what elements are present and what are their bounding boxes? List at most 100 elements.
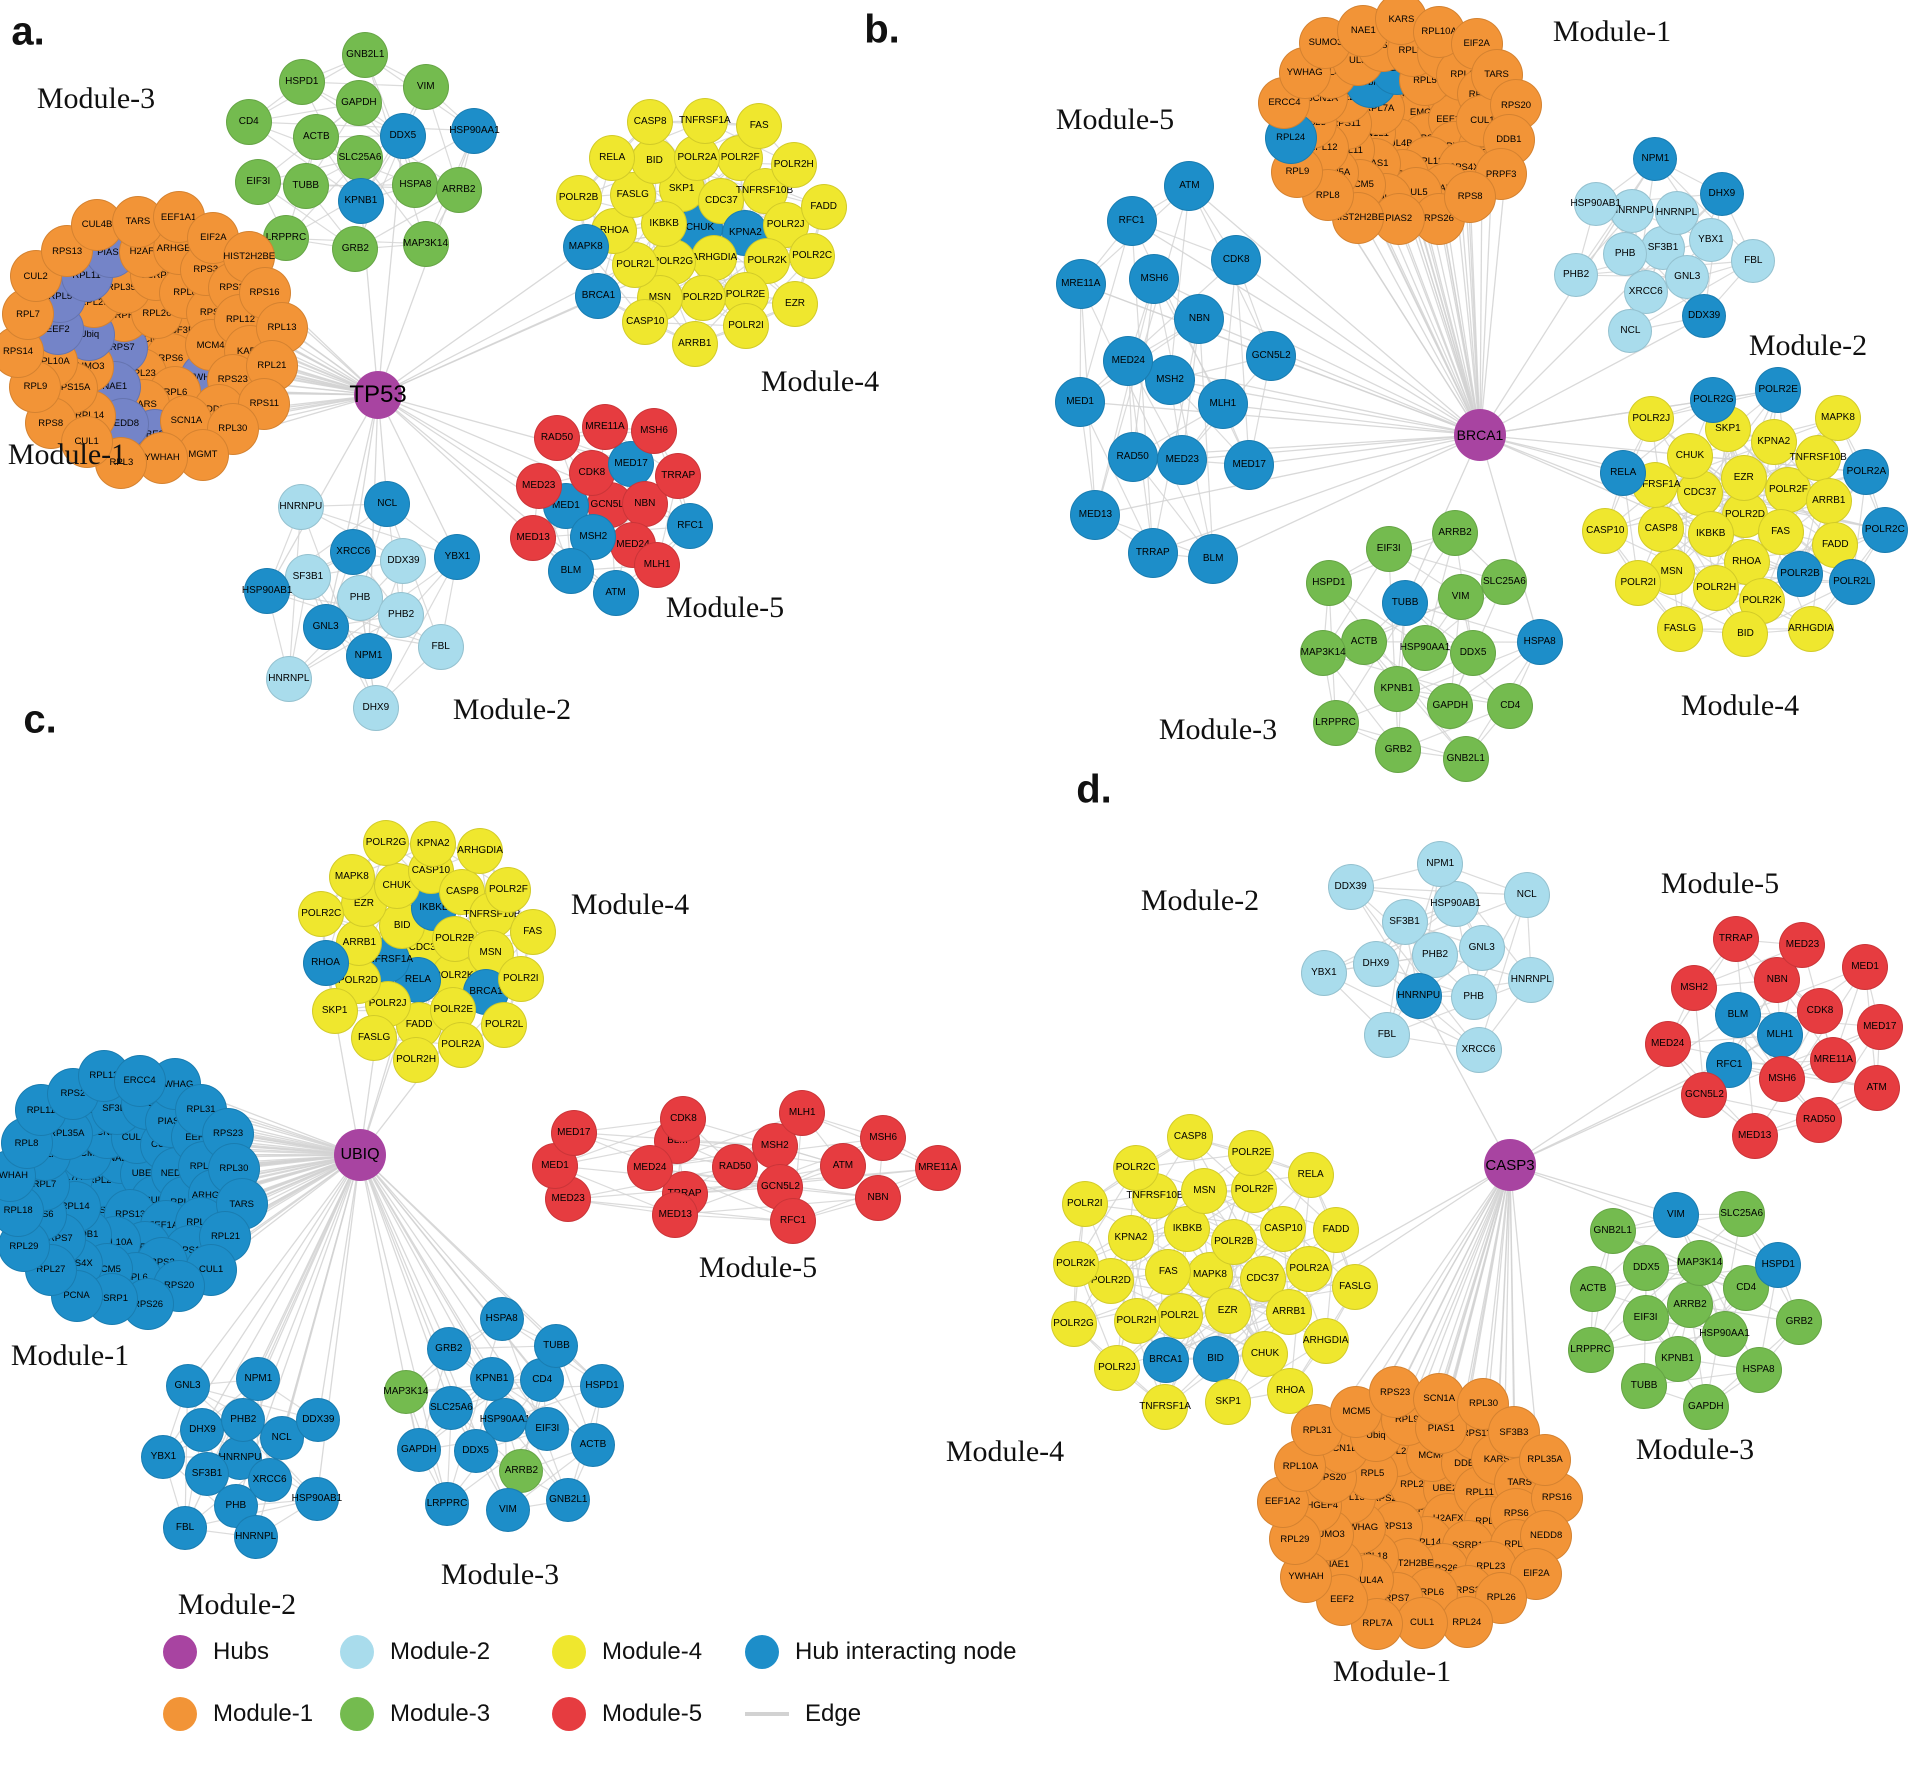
module-label-module-4: Module-4 — [1680, 689, 1800, 722]
module-label-module-4: Module-4 — [945, 1435, 1065, 1468]
node-PHB: PHB — [1603, 232, 1648, 276]
edge — [317, 1154, 361, 1421]
node-HSP90AA1: HSP90AA1 — [449, 107, 500, 154]
node-TUBB: TUBB — [282, 163, 329, 210]
node-ARRB1: ARRB1 — [1805, 478, 1852, 525]
hub-node-CASP3: CASP3 — [1484, 1139, 1536, 1191]
node-GAPDH: GAPDH — [1682, 1383, 1729, 1430]
node-TRRAP: TRRAP — [655, 452, 702, 499]
node-CUL4B: CUL4B — [71, 198, 124, 251]
module-label-module-5: Module-5 — [698, 1251, 818, 1284]
edge — [1249, 434, 1481, 466]
node-RFC1: RFC1 — [770, 1198, 817, 1245]
node-FASLG: FASLG — [351, 1014, 398, 1061]
node-CHUK: CHUK — [1666, 432, 1713, 479]
node-RELA: RELA — [1287, 1151, 1334, 1198]
node-ERCC4: ERCC4 — [113, 1055, 166, 1107]
node-TNFRSF1A: TNFRSF1A — [1139, 1384, 1191, 1431]
node-ARHGDIA: ARHGDIA — [1302, 1317, 1349, 1364]
node-DHX9: DHX9 — [1699, 171, 1744, 216]
node-MRE11A: MRE11A — [1055, 259, 1106, 310]
node-MED17: MED17 — [1224, 440, 1275, 491]
edge — [1198, 319, 1214, 560]
node-DHX9: DHX9 — [180, 1407, 225, 1452]
node-FADD: FADD — [800, 183, 847, 230]
edge — [359, 1154, 450, 1350]
node-PHB2: PHB2 — [1554, 253, 1599, 298]
node-NBN: NBN — [855, 1174, 902, 1221]
node-HNRNPL: HNRNPL — [265, 656, 312, 703]
node-ATM: ATM — [1164, 160, 1215, 211]
node-MED24: MED24 — [1644, 1021, 1691, 1068]
node-POLR2I: POLR2I — [1061, 1180, 1108, 1227]
node-FBL: FBL — [163, 1506, 208, 1551]
node-CDK8: CDK8 — [660, 1095, 707, 1142]
node-RPS8: RPS8 — [1444, 170, 1497, 223]
edge — [568, 1167, 938, 1200]
module-label-module-2: Module-2 — [452, 693, 572, 726]
edge — [352, 394, 379, 553]
node-VIM: VIM — [402, 63, 449, 110]
node-SKP1: SKP1 — [311, 987, 358, 1034]
node-FAS: FAS — [509, 908, 556, 955]
node-TUBB: TUBB — [1621, 1362, 1668, 1409]
module-label-module-2: Module-2 — [1748, 329, 1868, 362]
node-YBX1: YBX1 — [1300, 949, 1347, 996]
node-MRE11A: MRE11A — [914, 1145, 961, 1192]
node-GNL3: GNL3 — [1458, 924, 1505, 971]
edge — [1215, 1164, 1511, 1360]
node-ARHGDIA: ARHGDIA — [691, 235, 738, 282]
node-TUBB: TUBB — [1382, 579, 1429, 626]
node-MLH1: MLH1 — [1197, 379, 1248, 430]
node-CUL1: CUL1 — [60, 415, 113, 468]
node-TRRAP: TRRAP — [1712, 916, 1759, 963]
node-YBX1: YBX1 — [434, 534, 481, 581]
node-MLH1: MLH1 — [634, 541, 681, 588]
node-HSP90AB1: HSP90AB1 — [292, 1477, 342, 1522]
node-NPM1: NPM1 — [345, 633, 392, 680]
node-GNL3: GNL3 — [165, 1363, 210, 1408]
panel-letter-b: b. — [864, 7, 900, 52]
node-DHX9: DHX9 — [352, 684, 399, 731]
node-SLC25A6: SLC25A6 — [1481, 558, 1528, 605]
node-HNRNPU: HNRNPU — [277, 483, 324, 530]
node-CUL1: CUL1 — [1396, 1596, 1449, 1649]
node-POLR2B: POLR2B — [1210, 1219, 1257, 1266]
node-MAP3K14: MAP3K14 — [402, 220, 449, 267]
node-CASP10: CASP10 — [1582, 508, 1629, 554]
node-CDC37: CDC37 — [698, 178, 745, 225]
node-VIM: VIM — [1437, 573, 1484, 620]
node-RPL35A: RPL35A — [1519, 1434, 1572, 1487]
node-HSP90AB1: HSP90AB1 — [242, 567, 292, 614]
node-ACTB: ACTB — [1341, 618, 1388, 665]
node-DDX5: DDX5 — [379, 112, 426, 159]
node-KPNA2: KPNA2 — [410, 821, 457, 868]
node-HNRNPU: HNRNPU — [1395, 972, 1442, 1019]
node-POLR2L: POLR2L — [481, 1002, 528, 1049]
node-HSP90AA1: HSP90AA1 — [1699, 1311, 1750, 1358]
node-POLR2H: POLR2H — [1113, 1298, 1160, 1345]
node-HSPD1: HSPD1 — [580, 1363, 625, 1408]
module-label-module-5: Module-5 — [1055, 103, 1175, 136]
node-MED13: MED13 — [1731, 1113, 1778, 1160]
node-HNRNPL: HNRNPL — [233, 1515, 278, 1560]
node-ATM: ATM — [1853, 1065, 1900, 1112]
edge — [359, 1154, 503, 1320]
node-FASLG: FASLG — [1657, 606, 1704, 653]
node-SLC25A6: SLC25A6 — [337, 135, 383, 181]
node-HSPA8: HSPA8 — [1735, 1347, 1782, 1394]
node-BRCA1: BRCA1 — [1142, 1336, 1189, 1383]
node-ATM: ATM — [592, 569, 639, 616]
node-GRB2: GRB2 — [1375, 726, 1422, 773]
node-GNB2L1: GNB2L1 — [342, 32, 389, 79]
node-HSPD1: HSPD1 — [278, 58, 325, 105]
module-label-module-1: Module-1 — [10, 1339, 130, 1372]
edge — [377, 246, 587, 396]
edge — [1235, 259, 1481, 436]
node-POLR2C: POLR2C — [298, 890, 345, 937]
node-LRPPRC: LRPPRC — [1567, 1327, 1614, 1374]
edge — [1509, 1014, 1739, 1166]
node-MED17: MED17 — [550, 1109, 597, 1156]
edge — [1479, 434, 1541, 643]
